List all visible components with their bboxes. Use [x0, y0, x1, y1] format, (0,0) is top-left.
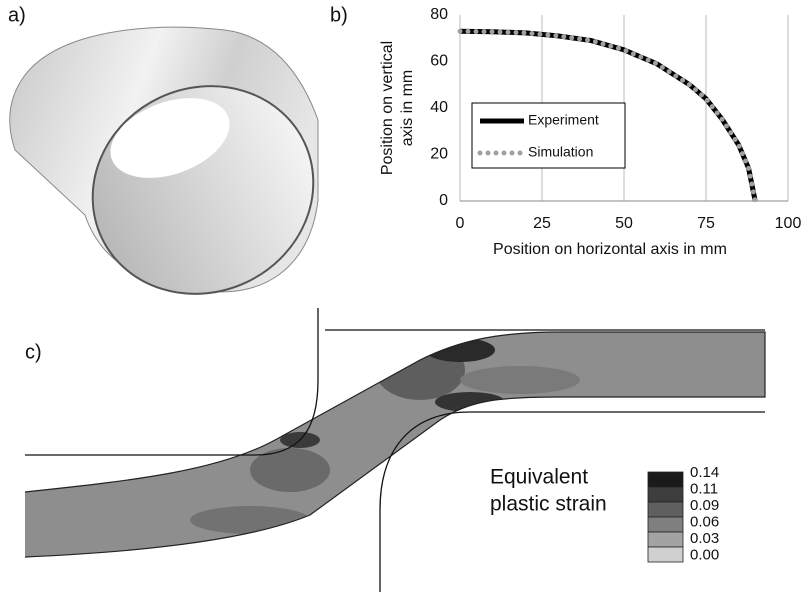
- scale-label: 0.06: [690, 513, 719, 530]
- panel-label: b): [330, 4, 348, 26]
- x-axis-label: Position on horizontal axis in mm: [493, 241, 727, 258]
- chart: 0 25 50 75 100 0 20 40 60 80 Experiment Simulation: [430, 6, 801, 232]
- cylinder-drawing: [10, 27, 348, 330]
- y-axis-label: axis in mm: [399, 70, 416, 146]
- panel-label: c): [25, 341, 42, 363]
- scale-label: 0.03: [690, 530, 719, 547]
- x-tick-label: 75: [697, 215, 715, 232]
- scale-swatch: [648, 532, 683, 547]
- scale-swatch: [648, 502, 683, 517]
- legend-label: Experiment: [528, 112, 599, 128]
- scale-swatch: [648, 547, 683, 562]
- scale-label: 0.14: [690, 464, 719, 481]
- color-scale: 0.140.110.090.060.030.00: [648, 464, 719, 564]
- scale-swatch: [648, 487, 683, 502]
- y-tick-label: 60: [430, 53, 448, 70]
- figure: a) b) c) 0 25 50 75 100 0 20 40 60 80 Experiment Si…: [0, 0, 806, 592]
- scale-swatch: [648, 472, 683, 487]
- y-axis-label: Position on vertical: [379, 41, 396, 175]
- x-tick-label: 100: [775, 215, 802, 232]
- panel-label: a): [8, 4, 26, 26]
- y-tick-label: 20: [430, 146, 448, 163]
- scale-label: 0.11: [690, 480, 718, 497]
- x-tick-label: 50: [615, 215, 633, 232]
- y-tick-label: 0: [439, 192, 448, 209]
- x-tick-label: 0: [456, 215, 465, 232]
- x-tick-label: 25: [533, 215, 551, 232]
- legend-title: plastic strain: [490, 493, 607, 516]
- scale-swatch: [648, 517, 683, 532]
- legend-title: Equivalent: [490, 466, 588, 489]
- scale-label: 0.09: [690, 497, 719, 514]
- scale-label: 0.00: [690, 546, 719, 563]
- legend-label: Simulation: [528, 144, 593, 160]
- y-tick-label: 80: [430, 6, 448, 23]
- y-tick-label: 40: [430, 99, 448, 116]
